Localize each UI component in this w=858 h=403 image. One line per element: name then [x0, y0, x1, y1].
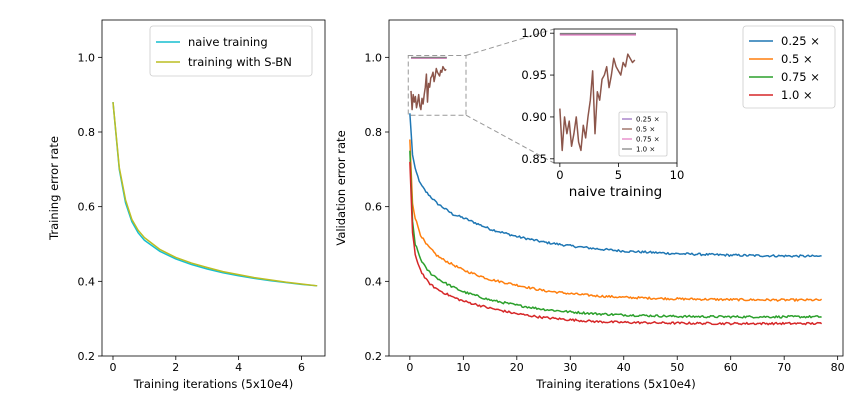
inset-zoom-chart-series-line-2	[559, 53, 636, 152]
validation-error-chart-series-line-4	[409, 161, 823, 326]
inset-zoom-chart-legend-label-4: 1.0 ×	[636, 146, 655, 154]
training-error-chart-y-tick-label: 0.2	[78, 350, 96, 363]
training-error-chart-series-line-1	[112, 102, 318, 287]
training-error-chart-frame	[101, 19, 326, 357]
inset-zoom-chart-y-tick-label: 0.90	[521, 110, 547, 124]
validation-error-chart-x-tick-label: 70	[777, 361, 791, 374]
training-error-chart-y-tick-label: 0.6	[78, 201, 96, 214]
validation-error-chart-x-tick-label: 0	[406, 361, 413, 374]
training-error-chart-y-tick-label: 0.8	[78, 126, 96, 139]
zoom-indicator	[407, 28, 555, 164]
training-error-chart-y-tick-label: 1.0	[78, 51, 96, 64]
inset-zoom-chart-y-tick-label: 0.85	[521, 152, 547, 166]
zoom-region-preview-series-line-2	[410, 65, 447, 111]
validation-error-chart-y-tick-label: 0.6	[365, 201, 383, 214]
validation-error-chart-legend	[742, 25, 836, 109]
training-error-chart-y-tick-label: 0.4	[78, 275, 96, 288]
inset-zoom-chart-legend-label-1: 0.25 ×	[636, 116, 660, 124]
training-error-chart-y-axis-label: Training error rate	[47, 136, 61, 241]
zoom-connector-bottom	[465, 114, 555, 164]
training-error-chart-series-line-2	[112, 102, 318, 287]
validation-error-chart-y-tick-label: 0.2	[365, 350, 383, 363]
validation-error-chart-x-tick-label: 60	[724, 361, 738, 374]
validation-error-chart-y-tick-label: 0.4	[365, 275, 383, 288]
validation-error-chart-y-tick-label: 0.8	[365, 126, 383, 139]
validation-error-chart-x-tick-label: 50	[670, 361, 684, 374]
inset-zoom-chart-y-tick-label: 1.00	[521, 26, 547, 40]
validation-error-chart-series-line-3	[409, 150, 822, 319]
training-error-chart-legend	[149, 25, 313, 77]
zoom-region-box	[407, 54, 467, 116]
validation-error-chart-legend-label-2: 0.5 ×	[781, 52, 813, 66]
inset-zoom-chart-x-tick-label: 5	[615, 168, 622, 182]
inset-zoom-chart-legend-label-3: 0.75 ×	[636, 136, 660, 144]
inset-zoom-chart-frame	[553, 28, 678, 164]
training-error-chart-legend-label-1: naive training	[188, 35, 268, 49]
training-error-chart-x-tick-label: 2	[172, 361, 179, 374]
training-error-chart: 0 2 4 6 0.2 0.4 0.6 0.8 1.0 Training iterations (…	[47, 19, 326, 391]
inset-zoom-chart-legend	[618, 111, 668, 157]
training-error-chart-x-tick-label: 0	[109, 361, 116, 374]
validation-error-chart-legend-label-3: 0.75 ×	[781, 70, 820, 84]
validation-error-chart-frame	[388, 19, 844, 357]
validation-error-chart-legend-label-1: 0.25 ×	[781, 34, 820, 48]
inset-zoom-chart-legend-label-2: 0.5 ×	[636, 126, 655, 134]
training-error-chart-x-axis-label: Training iterations (5x10e4)	[133, 377, 293, 391]
inset-zoom-chart-x-tick-label: 0	[556, 168, 563, 182]
validation-error-chart-series-line-2	[409, 139, 823, 302]
validation-error-chart: 0 10 20 30 40 50 60 70 800.20.40.60.81.0Training…	[334, 19, 845, 391]
training-error-chart-x-tick-label: 6	[298, 361, 305, 374]
training-error-chart-legend-label-2: training with S-BN	[188, 55, 292, 69]
validation-error-chart-x-tick-label: 10	[456, 361, 470, 374]
validation-error-chart-x-axis-label: Training iterations (5x10e4)	[535, 377, 695, 391]
inset-zoom-chart-x-axis-label: naive training	[569, 184, 662, 200]
training-error-chart-x-tick-label: 4	[235, 361, 242, 374]
validation-error-chart-y-axis-label: Validation error rate	[334, 130, 348, 245]
zoom-connector-top	[465, 28, 555, 56]
inset-zoom-chart-x-tick-label: 10	[670, 168, 685, 182]
validation-error-chart-series-line-1	[409, 113, 822, 258]
validation-error-chart-x-tick-label: 20	[510, 361, 524, 374]
validation-error-chart-x-tick-label: 30	[563, 361, 577, 374]
validation-error-chart-x-tick-label: 80	[831, 361, 845, 374]
inset-zoom-chart: 0 5 10 0.85 0.90 0.95 1.00 naive training 0.25 ×…	[521, 26, 684, 200]
validation-error-chart-x-tick-label: 40	[617, 361, 631, 374]
inset-zoom-chart-y-tick-label: 0.95	[521, 68, 547, 82]
validation-error-chart-legend-label-4: 1.0 ×	[781, 88, 813, 102]
validation-error-chart-y-tick-label: 1.0	[365, 51, 383, 64]
